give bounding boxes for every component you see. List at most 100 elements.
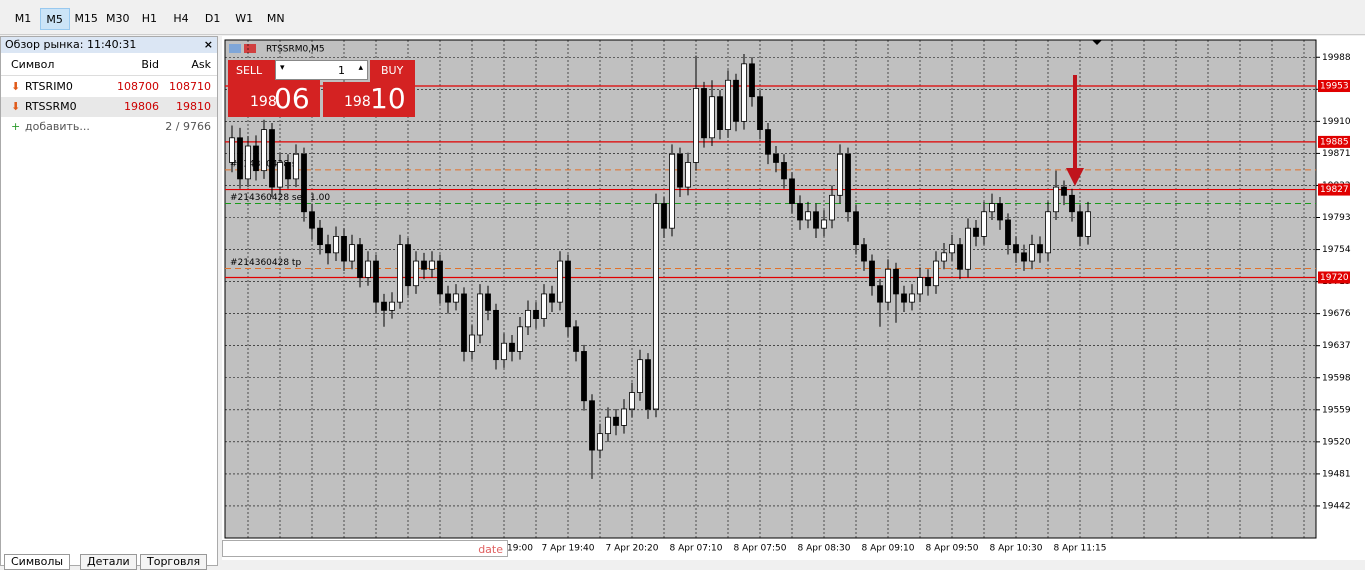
- candle-body: [725, 79, 731, 130]
- y-tick-label: 19793: [1322, 213, 1351, 223]
- timeframe[interactable]: H1: [141, 12, 158, 25]
- timeframe[interactable]: M30: [106, 12, 130, 25]
- x-tick-label: 7 Apr 19:40: [542, 544, 595, 554]
- symbol-row[interactable]: ⬇ RTSRIM0 108700 108710: [1, 77, 217, 97]
- shift-marker: [1092, 40, 1102, 45]
- timeframe[interactable]: D1: [204, 12, 221, 25]
- candle-body: [333, 236, 339, 254]
- candle-body: [861, 244, 867, 262]
- candle-body: [397, 244, 403, 303]
- candle-body: [1077, 211, 1083, 237]
- candle-body: [1045, 211, 1051, 254]
- level-tag: [1318, 135, 1350, 148]
- timeframe[interactable]: M5: [39, 8, 70, 30]
- candle-body: [925, 277, 931, 287]
- add-row[interactable]: + добавить... 2 / 9766: [1, 117, 217, 137]
- candle-body: [341, 236, 347, 262]
- timeframe[interactable]: H4: [173, 12, 189, 25]
- arrow-head: [1066, 168, 1084, 186]
- tab[interactable]: Детали: [80, 554, 137, 570]
- candle-body: [469, 334, 475, 352]
- candle-body: [845, 153, 851, 213]
- buy-button[interactable]: BUY: [370, 60, 415, 82]
- candle-body: [493, 309, 499, 361]
- candle-body: [877, 285, 883, 303]
- candle-body: [237, 137, 243, 180]
- candle-body: [565, 260, 571, 328]
- y-tick-label: 19520: [1322, 437, 1351, 447]
- candle-body: [573, 326, 579, 352]
- candle-body: [301, 153, 307, 213]
- x-tick-label: 8 Apr 09:50: [926, 544, 979, 554]
- header: Символ Bid Ask: [1, 55, 217, 76]
- candle-body: [821, 219, 827, 229]
- col[interactable]: Символ: [11, 58, 55, 71]
- level-tag: [1318, 271, 1350, 284]
- timeframe[interactable]: W1: [235, 12, 254, 25]
- candle-body: [701, 88, 707, 139]
- add: добавить...: [25, 120, 90, 133]
- label: SELL: [236, 64, 263, 77]
- timeframe[interactable]: M1: [14, 12, 32, 25]
- col[interactable]: Bid: [141, 58, 159, 71]
- x-tick-label: 8 Apr 09:10: [862, 544, 915, 554]
- candle-body: [629, 392, 635, 410]
- candle-body: [693, 88, 699, 163]
- x-tick-label: 8 Apr 07:50: [734, 544, 787, 554]
- up[interactable]: ▴: [358, 63, 363, 73]
- label: BUY: [381, 64, 404, 77]
- buy-price: [323, 82, 415, 117]
- level-tag: [1318, 80, 1350, 93]
- date-input[interactable]: date: [222, 540, 508, 557]
- x-tick-label: 7 Apr 20:20: [606, 544, 659, 554]
- y-tick-label: 19598: [1322, 373, 1351, 383]
- candle-body: [509, 342, 515, 352]
- timeframe[interactable]: MN: [266, 12, 285, 25]
- candle-body: [549, 293, 555, 303]
- candle-body: [853, 211, 859, 246]
- level-label: 19720: [1320, 273, 1349, 283]
- volume[interactable]: ▾ 1 ▴: [275, 60, 368, 80]
- market-watch: Обзор рынка: 11:40:31 × Символ Bid Ask ⬇ …: [0, 36, 218, 566]
- candle-body: [837, 153, 843, 196]
- candle-body: [685, 162, 691, 188]
- icon: [244, 44, 256, 53]
- candle-body: [733, 79, 739, 122]
- candle-body: [829, 194, 835, 221]
- candle-body: [381, 301, 387, 311]
- timeframe[interactable]: M15: [74, 12, 98, 25]
- candle-body: [581, 351, 587, 402]
- panel-title: Обзор рынка: 11:40:31 ×: [1, 37, 217, 53]
- candle-body: [437, 260, 443, 295]
- placeholder: date: [478, 543, 503, 556]
- tab[interactable]: Символы: [4, 554, 71, 570]
- candle-body: [949, 244, 955, 254]
- candle-body: [501, 342, 507, 361]
- level-label: 19953: [1320, 82, 1349, 92]
- icon: +: [11, 120, 21, 133]
- x-tick-label: 19:00: [507, 544, 533, 554]
- candle-body: [1061, 186, 1067, 196]
- toolbar: M1 M5 M15 M30 H1 H4 D1 W1 MN: [0, 0, 1365, 35]
- candle-body: [1069, 194, 1075, 213]
- candle-body: [357, 244, 363, 278]
- candle-body: [893, 268, 899, 295]
- tab[interactable]: Торговля: [140, 554, 208, 570]
- col[interactable]: Ask: [191, 58, 211, 71]
- candle-body: [277, 162, 283, 188]
- close[interactable]: ×: [203, 38, 213, 51]
- x-tick-label: 8 Apr 10:30: [990, 544, 1043, 554]
- candle-body: [653, 203, 659, 410]
- candle-body: [229, 137, 235, 163]
- candle-body: [517, 326, 523, 352]
- candle-body: [1005, 219, 1011, 246]
- candle-body: [557, 260, 563, 303]
- ask: 19810: [176, 100, 211, 113]
- down[interactable]: ▾: [280, 63, 285, 73]
- symbol-row[interactable]: ⬇ RTSSRM0 19806 19810: [1, 97, 217, 117]
- candle-body: [589, 400, 595, 451]
- chart: RTSSRM0,M5 19988199491991019871198321979…: [222, 36, 1365, 560]
- y-tick-label: 19676: [1322, 309, 1351, 319]
- x-tick-label: 8 Apr 08:30: [798, 544, 851, 554]
